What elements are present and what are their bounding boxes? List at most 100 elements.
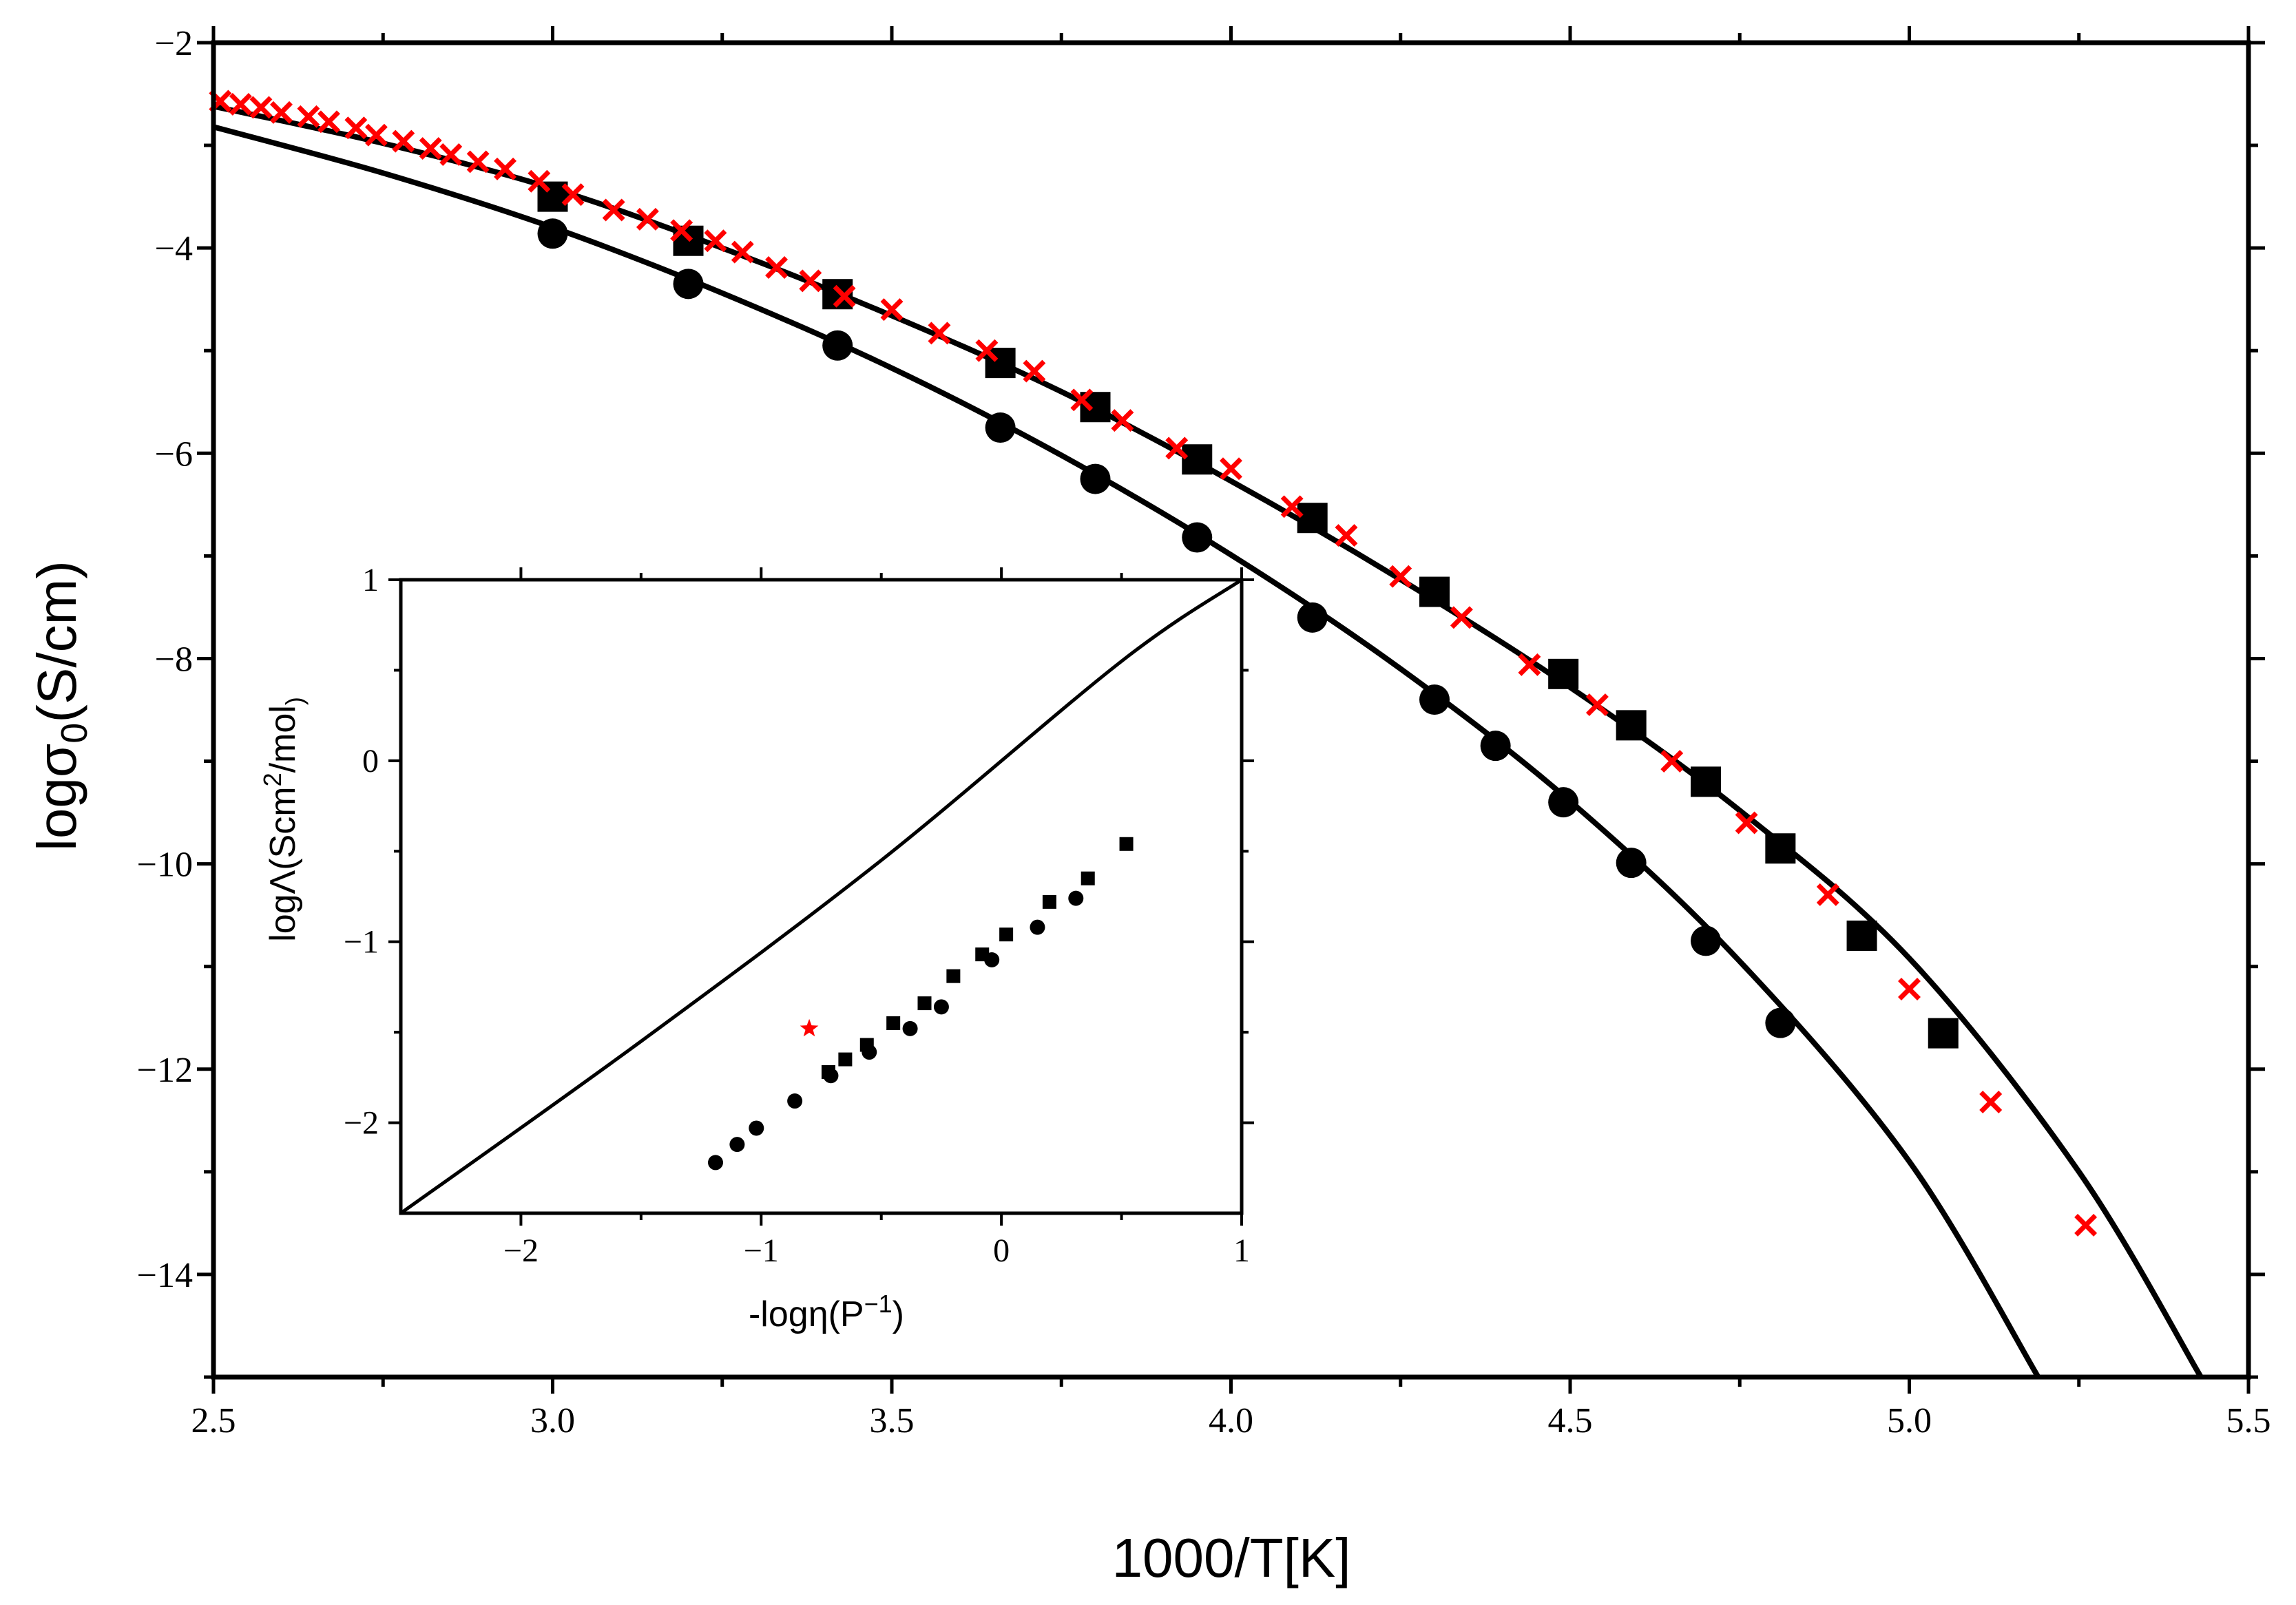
inset-frame	[388, 567, 1254, 1226]
circles-point	[1480, 731, 1511, 762]
crosses-point	[2074, 1213, 2098, 1237]
inset-squares-point	[838, 1052, 853, 1067]
inset-squares-point	[946, 969, 961, 983]
crosses-point	[1450, 606, 1473, 629]
crosses-point	[1518, 653, 1541, 676]
squares-point	[1616, 710, 1647, 741]
crosses-point	[1280, 495, 1304, 518]
inset-fit-lines	[401, 580, 1242, 1213]
squares-point	[1846, 920, 1877, 951]
y-axis-title-base: logσ	[26, 744, 87, 851]
squares-point	[1419, 576, 1450, 607]
crosses-point	[731, 240, 754, 264]
y-axis-title-unit: (S/cm)	[26, 560, 87, 723]
inset-circles-point	[787, 1093, 803, 1109]
main-y-tick-label: −14	[137, 1256, 193, 1295]
circles-point	[1616, 848, 1647, 879]
main-x-tick-label: 5.5	[2226, 1401, 2271, 1440]
crosses-point	[765, 256, 789, 279]
inset-y-title-sup: 2	[258, 773, 286, 786]
inset-squares-point	[886, 1016, 901, 1030]
inset-squares-point	[999, 927, 1014, 942]
main-x-tick-label: 3.5	[870, 1401, 915, 1440]
inset-ideal-line	[401, 580, 1242, 1213]
crosses-point	[704, 229, 727, 253]
circles-point	[985, 412, 1016, 443]
circles-point	[1548, 787, 1579, 818]
crosses-point	[1979, 1090, 2003, 1113]
inset-tick-labels: −2 −1 0 1 −2 −1 0 1	[344, 562, 1250, 1269]
inset-star-point	[800, 1018, 819, 1037]
crosses-point	[1898, 978, 1921, 1000]
inset-star-series	[800, 1018, 819, 1037]
inset-x-tick-label: 1	[1233, 1232, 1250, 1269]
inset-y-tick-label: 1	[362, 562, 379, 598]
squares-point	[673, 225, 704, 256]
inset-squares-point	[1042, 894, 1056, 909]
inset-circles-point	[1030, 919, 1045, 935]
circles-point	[1080, 463, 1111, 494]
crosses-point	[1111, 409, 1134, 432]
main-marks	[209, 90, 2204, 1377]
inset-y-title-a: logΛ(Scm	[263, 786, 303, 941]
main-x-tick-label: 4.0	[1209, 1401, 1253, 1440]
inset-circles-point	[984, 952, 1000, 967]
inset-circles-point	[708, 1155, 724, 1171]
main-x-tick-label: 2.5	[191, 1401, 236, 1440]
crosses-point	[466, 150, 490, 174]
inset-x-axis-title: -logη(P−1)	[749, 1290, 904, 1334]
crosses-point	[392, 129, 415, 153]
crosses-point	[561, 183, 585, 207]
inset-x-title-base: -logη(P	[749, 1294, 864, 1334]
inset-y-title-sub: )	[280, 697, 309, 705]
crosses-point	[1070, 388, 1094, 412]
crosses-point	[1023, 359, 1046, 383]
squares-point	[1765, 833, 1796, 864]
crosses-point	[928, 322, 951, 345]
inset-x-tick-label: −2	[503, 1232, 539, 1269]
circles-point	[673, 269, 704, 300]
crosses-point	[317, 110, 340, 134]
inset-squares-point	[917, 996, 932, 1011]
main-y-tick-label: −8	[155, 640, 193, 679]
inset-circles-point	[933, 999, 949, 1015]
main-y-tick-label: −10	[137, 846, 193, 885]
circles-point	[1297, 602, 1328, 633]
crosses-point	[270, 101, 293, 124]
crosses-point	[1585, 693, 1609, 717]
crosses-point	[494, 157, 517, 180]
inset-y-tick-label: −1	[344, 924, 379, 961]
inset-x-tick-label: −1	[744, 1232, 779, 1269]
inset-x-tick-label: 0	[993, 1232, 1010, 1269]
inset-circles-point	[729, 1137, 745, 1153]
inset-y-tick-label: −2	[344, 1105, 379, 1142]
inset-y-axis-title: logΛ(Scm2/mol)	[258, 697, 309, 942]
crosses-point	[880, 298, 904, 322]
inset-plot: −2 −1 0 1 −2 −1 0 1	[344, 562, 1254, 1269]
main-y-tick-label: −2	[155, 24, 193, 63]
circles-point	[1765, 1007, 1796, 1038]
squares-point	[1691, 766, 1721, 797]
squares-point	[1297, 503, 1328, 534]
main-y-tick-label: −12	[137, 1051, 193, 1090]
crosses-point	[297, 105, 320, 128]
main-x-tick-label: 4.5	[1548, 1401, 1593, 1440]
inset-x-title-end: )	[893, 1294, 904, 1334]
crosses-point	[249, 96, 273, 119]
inset-squares-point	[1081, 871, 1095, 885]
crosses-point	[439, 143, 463, 166]
main-frame	[197, 26, 2265, 1394]
inset-background	[401, 580, 1242, 1213]
crosses-point	[344, 116, 368, 140]
inset-circles-point	[823, 1068, 839, 1084]
inset-marks	[401, 580, 1242, 1213]
x-axis-title: 1000/T[K]	[1112, 1527, 1351, 1588]
crosses-point	[1335, 524, 1358, 547]
circles-point	[537, 218, 568, 249]
crosses-point	[364, 123, 388, 147]
crosses-point	[602, 198, 625, 222]
crosses-point	[670, 219, 693, 242]
crosses-point	[1816, 883, 1839, 906]
crosses-series	[209, 90, 2098, 1237]
